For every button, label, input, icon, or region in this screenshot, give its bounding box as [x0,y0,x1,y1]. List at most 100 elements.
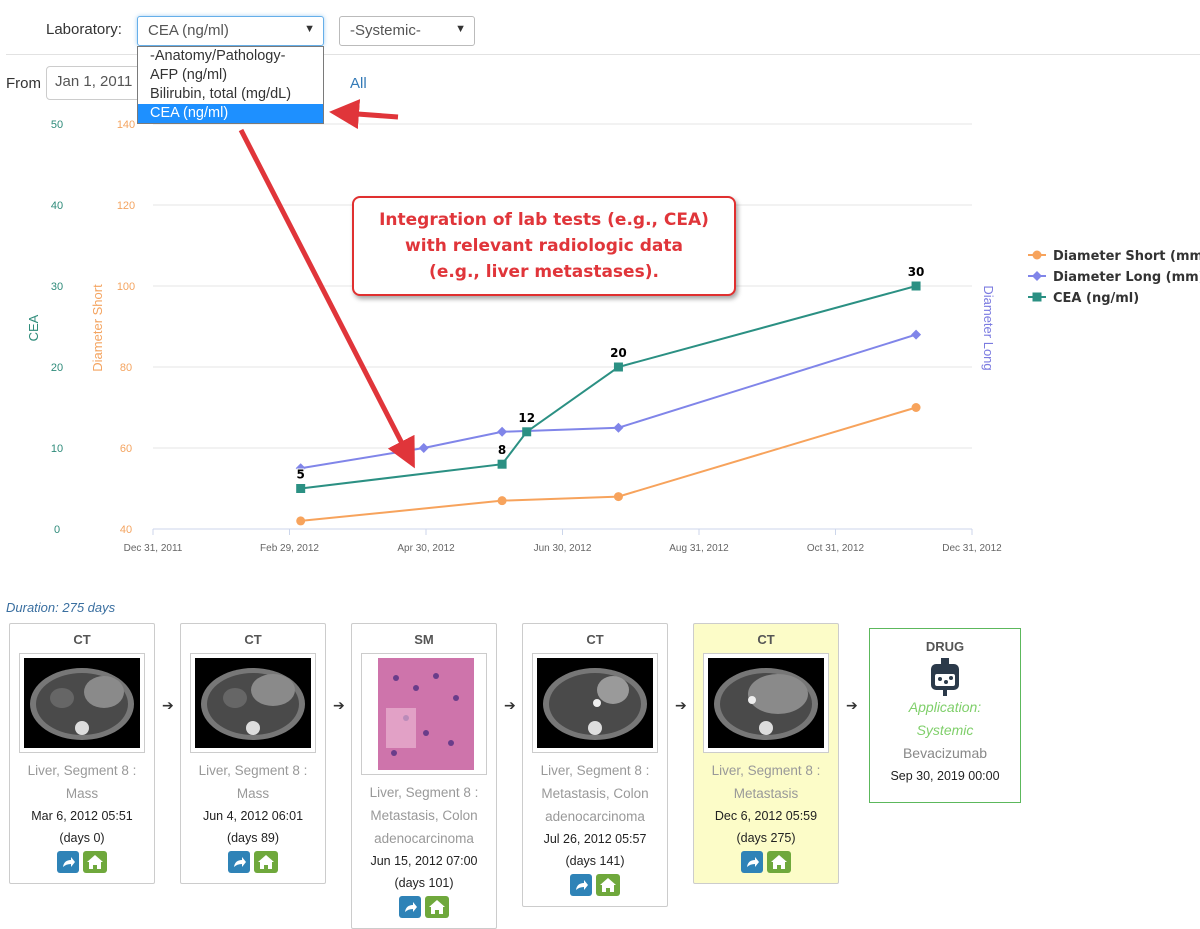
home-button[interactable] [83,851,107,873]
modality-label: CT [586,632,604,647]
share-button[interactable] [228,851,250,873]
cea-tick-label: 40 [51,200,63,212]
ct-scan-image[interactable] [703,653,829,753]
share-icon [63,857,75,867]
x-tick-label: Apr 30, 2012 [397,543,455,554]
finding-text: Metastasis, Colon [541,786,649,801]
x-tick-label: Dec 31, 2012 [942,543,1002,554]
legend-marker [1032,292,1042,302]
timeline-card[interactable]: CT Liver, Segment 8 : Mass Mar 6, 2012 0… [9,623,155,884]
event-days: (days 275) [736,831,796,845]
cea-tick-label: 50 [51,119,63,131]
x-tick-label: Aug 31, 2012 [669,543,729,554]
short-tick-label: 60 [120,443,132,455]
data-point [911,329,922,340]
timeline-card[interactable]: SM Liver, Segment 8 : Metastasis, Colon … [351,623,497,929]
finding-text: Metastasis [733,786,799,801]
lab-radiology-chart: 0 40 10 60 20 80 30 100 40 120 50 140 Dec 31, 2011 Fe… [26,119,1200,554]
ct-scan-image [537,658,653,748]
legend-label: CEA (ng/ml) [1053,291,1139,306]
timeline-card[interactable]: CT Liver, Segment 8 : Mass Jun 4, 2012 0… [180,623,326,884]
timeline-arrow-icon: ➔ [162,697,174,713]
modality-label: CT [73,632,91,647]
data-point [418,443,429,453]
cea-tick-label: 10 [51,443,63,455]
location-text: Liver, Segment 8 : [711,763,821,778]
modality-label: SM [414,632,434,647]
drug-card[interactable]: DRUG Application: Systemic Bevacizumab S… [869,628,1021,803]
x-tick-label: Jun 30, 2012 [534,543,592,554]
data-label: 5 [297,468,305,482]
laboratory-select[interactable]: CEA (ng/ml) ▼ [137,16,324,46]
ct-scan-image[interactable] [532,653,658,753]
data-label: 30 [908,265,925,279]
from-label: From [6,75,41,92]
share-button[interactable] [741,851,763,873]
share-icon [405,902,417,912]
from-date-input[interactable]: Jan 1, 2011 [46,66,146,100]
data-point [613,362,623,372]
x-tick-label: Oct 31, 2012 [807,543,865,554]
event-days: (days 89) [226,831,280,845]
dropdown-option[interactable]: -Anatomy/Pathology- [150,48,286,64]
event-date: Dec 6, 2012 05:59 [714,809,818,823]
short-tick-label: 100 [117,281,135,293]
share-icon [747,857,759,867]
data-point [613,492,623,502]
data-label: 12 [518,411,535,425]
home-button[interactable] [254,851,278,873]
home-button[interactable] [767,851,791,873]
timeline-card[interactable]: CT Liver, Segment 8 : Metastasis, Colon … [522,623,668,907]
ct-scan-image[interactable] [190,653,316,753]
legend-label: Diameter Short (mm) [1053,249,1200,264]
series-line [300,285,917,490]
short-tick-label: 140 [117,119,135,131]
chevron-down-icon: ▼ [455,23,466,35]
data-point [613,422,624,433]
data-point [497,459,507,469]
dropdown-option[interactable]: Bilirubin, total (mg/dL) [150,86,292,102]
all-link[interactable]: All [350,75,367,92]
ct-scan-image [24,658,140,748]
series-line [300,406,917,522]
histology-image[interactable] [361,653,487,775]
share-button[interactable] [57,851,79,873]
data-point [295,463,306,474]
drug-name: Bevacizumab [902,745,988,761]
x-tick-label: Feb 29, 2012 [260,543,319,554]
share-icon [234,857,246,867]
home-button[interactable] [596,874,620,896]
location-text: Liver, Segment 8 : [198,763,308,778]
event-date: Jun 4, 2012 06:01 [202,809,304,823]
short-tick-label: 80 [120,362,132,374]
share-button[interactable] [399,896,421,918]
laboratory-label: Laboratory: [46,21,122,38]
ct-scan-image[interactable] [19,653,145,753]
dropdown-option-selected[interactable]: CEA (ng/ml) [138,104,323,123]
finding-text: Mass [236,786,270,801]
annotation-callout: Integration of lab tests (e.g., CEA) wit… [352,196,736,296]
cea-tick-label: 30 [51,281,63,293]
long-axis-title: Diameter Long [981,285,996,370]
systemic-select[interactable]: -Systemic- ▼ [339,16,475,46]
data-point [497,496,507,506]
share-icon [576,880,588,890]
cea-tick-label: 20 [51,362,63,374]
timeline-card-selected[interactable]: CT Liver, Segment 8 : Metastasis Dec 6, … [693,623,839,884]
event-date: Jul 26, 2012 05:57 [543,832,647,846]
short-tick-label: 120 [117,200,135,212]
data-point [296,516,306,526]
finding-text: adenocarcinoma [545,809,645,824]
timeline-arrow-icon: ➔ [504,697,516,713]
location-text: Liver, Segment 8 : [540,763,650,778]
drug-date: Sep 30, 2019 00:00 [890,769,1000,783]
legend-marker [1032,250,1042,260]
application-label: Application: [908,699,982,715]
share-button[interactable] [570,874,592,896]
home-button[interactable] [425,896,449,918]
finding-text: adenocarcinoma [374,831,474,846]
cea-axis-title: CEA [26,314,41,341]
data-point [911,281,921,291]
data-point [497,426,508,437]
dropdown-option[interactable]: AFP (ng/ml) [150,67,228,83]
